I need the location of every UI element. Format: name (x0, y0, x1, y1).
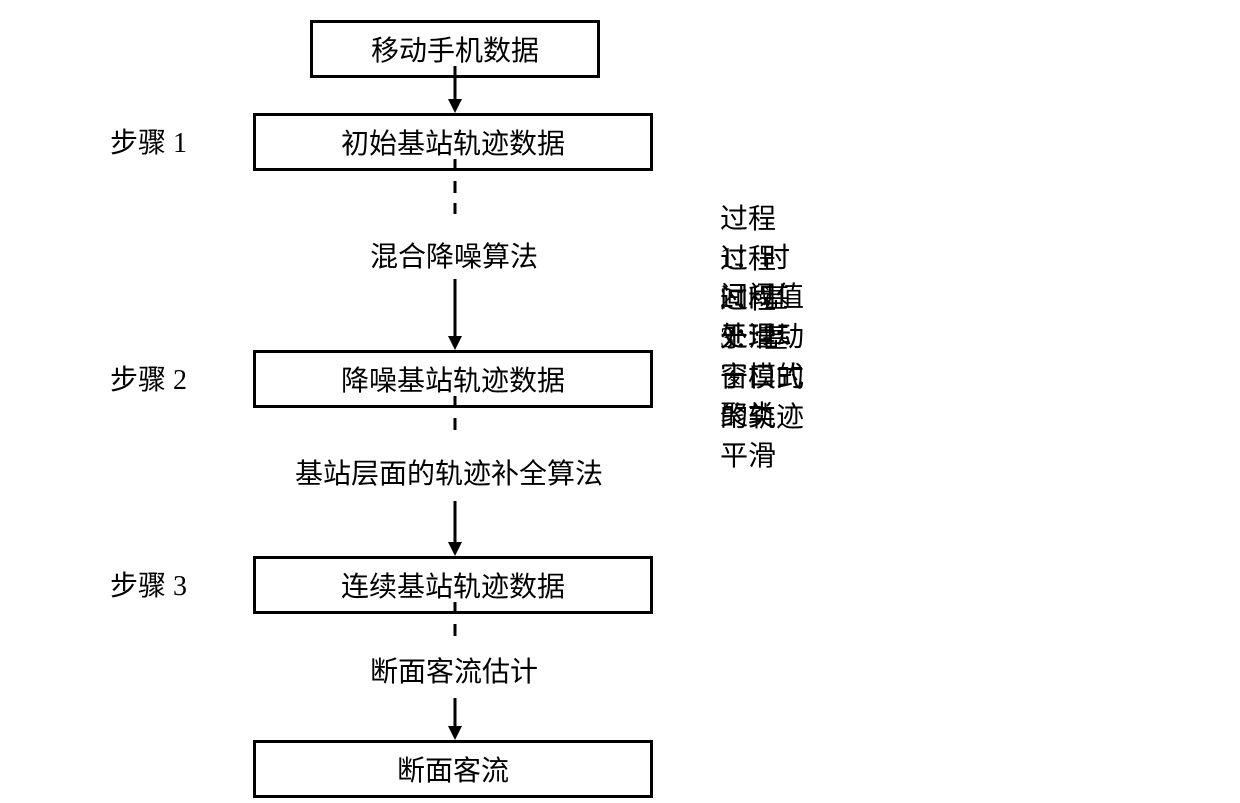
arrow-label-denoise: 混合降噪算法 (370, 235, 538, 275)
box-label: 降噪基站轨迹数据 (341, 366, 565, 397)
box-label: 断面客流 (397, 756, 509, 787)
arrow-label-completion: 基站层面的轨迹补全算法 (295, 452, 603, 492)
box-label: 初始基站轨迹数据 (341, 129, 565, 160)
box-label: 连续基站轨迹数据 (341, 572, 565, 603)
step-label-1: 步骤 1 (110, 121, 187, 161)
annotation-process-3: 过程 3：基于模式的轨迹平滑 (720, 280, 810, 476)
box-section-flow: 断面客流 (253, 740, 653, 798)
step-label-3: 步骤 3 (110, 564, 187, 604)
box-label: 移动手机数据 (371, 36, 539, 67)
arrow-label-estimate: 断面客流估计 (370, 650, 538, 690)
arrow-0-to-1 (450, 66, 460, 114)
step-label-2: 步骤 2 (110, 358, 187, 398)
